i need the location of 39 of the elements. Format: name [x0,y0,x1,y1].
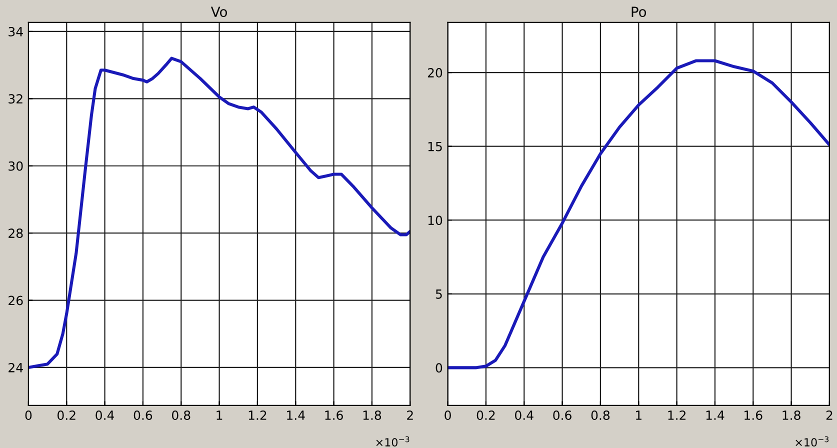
x-tick-label: 0.6 [553,410,572,420]
x-tick-label: 0.8 [591,410,610,420]
line-series [448,59,830,370]
x-tick-label: 1.6 [744,410,762,420]
x-tick-label: 0.4 [515,410,534,420]
y-tick-label: 34 [8,26,23,36]
x-tick-label: 0 [25,410,32,420]
y-tick-label: 28 [8,228,23,238]
x-tick-label: 1 [636,410,642,420]
x-tick-label: 2 [407,410,413,420]
x-tick-label: 1.8 [363,410,382,420]
y-tick-label: 10 [428,216,442,226]
text: ×10$^{−3}$ [796,436,829,447]
y-tick-label: 20 [428,68,442,78]
x-tick-label: 1.4 [287,410,305,420]
x-tick-label: 1.6 [325,410,343,420]
x-tick-label: 1.2 [668,410,686,420]
x-tick-label: 1.4 [706,410,724,420]
x-tick-label: 0.8 [172,410,190,420]
chart-title: Vo [210,6,227,18]
text: ×10$^{−3}$ [376,436,410,447]
x-tick-label: 1.8 [782,410,800,420]
x-tick-label: 0.4 [96,410,114,420]
y-tick-label: 32 [8,94,22,104]
x-tick-label: 0.2 [58,410,76,420]
x-tick-label: 0.6 [134,410,152,420]
y-tick-label: 0 [436,363,442,373]
y-tick-label: 15 [428,142,442,152]
line-series [28,56,410,369]
y-tick-label: 24 [8,362,23,372]
chart-title: Po [632,6,646,18]
y-tick-label: 26 [8,296,23,306]
x-tick-label: 1.2 [248,410,266,420]
x-tick-label: 1 [216,410,222,420]
y-tick-label: 30 [8,161,23,171]
x-tick-label: 0 [444,410,451,420]
y-tick-label: 5 [436,290,442,299]
x-tick-label: 0.2 [476,410,495,420]
x-tick-label: 2 [826,410,832,420]
